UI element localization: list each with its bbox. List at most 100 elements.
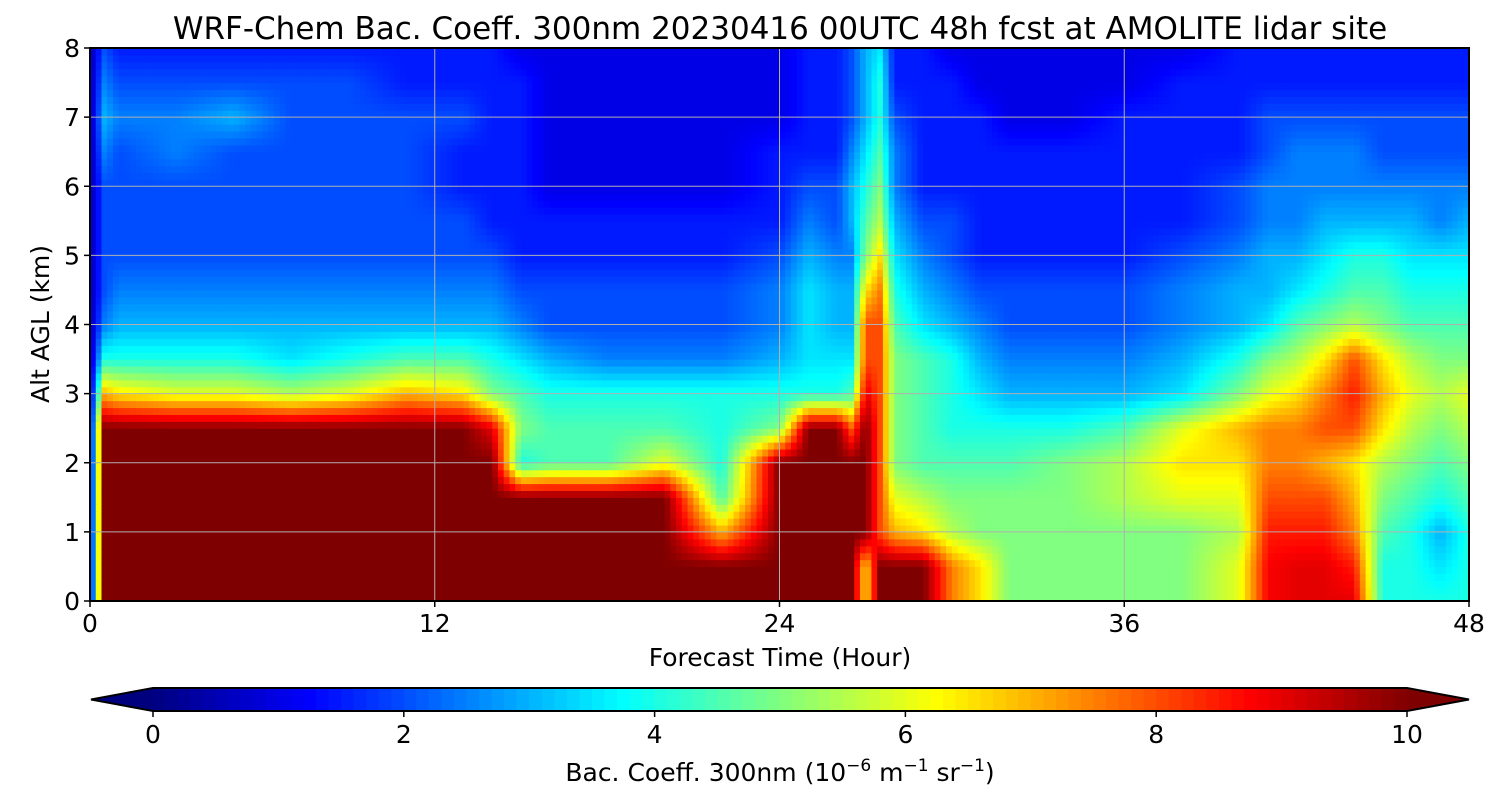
heatmap-cell	[670, 560, 676, 568]
heatmap-cell	[584, 490, 590, 498]
heatmap-cell	[1090, 504, 1096, 512]
heatmap-cell	[1004, 511, 1010, 519]
heatmap-cell	[630, 560, 636, 568]
heatmap-cell	[469, 580, 475, 588]
heatmap-cell	[1308, 511, 1314, 519]
heatmap-cell	[596, 483, 602, 491]
heatmap-cell	[544, 580, 550, 588]
heatmap-cell	[486, 553, 492, 561]
heatmap-cell	[791, 587, 797, 595]
heatmap-cell	[670, 580, 676, 588]
heatmap-cell	[929, 566, 935, 574]
heatmap-cell	[159, 587, 165, 595]
heatmap-cell	[1055, 573, 1061, 581]
heatmap-cell	[1061, 477, 1067, 485]
heatmap-cell	[1159, 504, 1165, 512]
heatmap-cell	[1141, 546, 1147, 554]
heatmap-cell	[1084, 483, 1090, 491]
heatmap-cell	[745, 483, 751, 491]
heatmap-cell	[492, 539, 498, 547]
heatmap-cell	[762, 573, 768, 581]
heatmap-cell	[1009, 511, 1015, 519]
heatmap-cell	[1389, 511, 1395, 519]
heatmap-cell	[963, 477, 969, 485]
heatmap-cell	[1291, 566, 1297, 574]
heatmap-cell	[665, 483, 671, 491]
heatmap-cell	[1113, 532, 1119, 540]
heatmap-cell	[268, 511, 274, 519]
heatmap-cell	[607, 532, 613, 540]
heatmap-cell	[452, 518, 458, 526]
heatmap-cell	[389, 518, 395, 526]
heatmap-cell	[607, 518, 613, 526]
heatmap-cell	[389, 553, 395, 561]
heatmap-cell	[877, 580, 883, 588]
heatmap-cell	[1268, 504, 1274, 512]
heatmap-cell	[1205, 483, 1211, 491]
heatmap-cell	[159, 470, 165, 478]
heatmap-cell	[1314, 463, 1320, 471]
heatmap-cell	[1251, 511, 1257, 519]
heatmap-cell	[314, 566, 320, 574]
heatmap-cell	[136, 587, 142, 595]
heatmap-cell	[1360, 504, 1366, 512]
heatmap-cell	[119, 497, 125, 505]
heatmap-cell	[446, 546, 452, 554]
heatmap-cell	[170, 580, 176, 588]
heatmap-cell	[153, 470, 159, 478]
heatmap-cell	[492, 504, 498, 512]
heatmap-cell	[1182, 504, 1188, 512]
heatmap-cell	[739, 490, 745, 498]
heatmap-cell	[441, 504, 447, 512]
heatmap-cell	[239, 580, 245, 588]
heatmap-cell	[1412, 580, 1418, 588]
heatmap-cell	[320, 553, 326, 561]
heatmap-cell	[958, 573, 964, 581]
heatmap-cell	[1101, 532, 1107, 540]
heatmap-cell	[998, 539, 1004, 547]
heatmap-cell	[521, 463, 527, 471]
heatmap-cell	[469, 483, 475, 491]
heatmap-cell	[1032, 553, 1038, 561]
heatmap-cell	[596, 511, 602, 519]
heatmap-cell	[136, 566, 142, 574]
heatmap-cell	[596, 525, 602, 533]
heatmap-cell	[176, 566, 182, 574]
heatmap-cell	[245, 580, 251, 588]
heatmap-cell	[1061, 573, 1067, 581]
heatmap-cell	[601, 477, 607, 485]
heatmap-cell	[1377, 483, 1383, 491]
heatmap-cell	[1084, 497, 1090, 505]
heatmap-cell	[791, 566, 797, 574]
heatmap-cell	[314, 504, 320, 512]
heatmap-cell	[205, 483, 211, 491]
heatmap-cell	[693, 477, 699, 485]
heatmap-cell	[797, 511, 803, 519]
heatmap-cell	[1285, 470, 1291, 478]
heatmap-cell	[975, 456, 981, 464]
heatmap-cell	[509, 553, 515, 561]
heatmap-cell	[1136, 539, 1142, 547]
heatmap-cell	[211, 497, 217, 505]
heatmap-cell	[969, 580, 975, 588]
heatmap-cell	[170, 490, 176, 498]
heatmap-cell	[624, 511, 630, 519]
heatmap-cell	[768, 504, 774, 512]
heatmap-cell	[274, 532, 280, 540]
heatmap-cell	[1015, 470, 1021, 478]
heatmap-cell	[768, 573, 774, 581]
heatmap-cell	[590, 525, 596, 533]
heatmap-cell	[1021, 504, 1027, 512]
heatmap-cell	[607, 504, 613, 512]
heatmap-cell	[975, 539, 981, 547]
heatmap-cell	[1199, 546, 1205, 554]
heatmap-cell	[854, 483, 860, 491]
heatmap-cell	[1061, 490, 1067, 498]
heatmap-cell	[1302, 546, 1308, 554]
heatmap-cell	[1423, 560, 1429, 568]
heatmap-cell	[234, 470, 240, 478]
heatmap-cell	[389, 463, 395, 471]
heatmap-cell	[274, 560, 280, 568]
heatmap-cell	[590, 553, 596, 561]
heatmap-cell	[211, 566, 217, 574]
